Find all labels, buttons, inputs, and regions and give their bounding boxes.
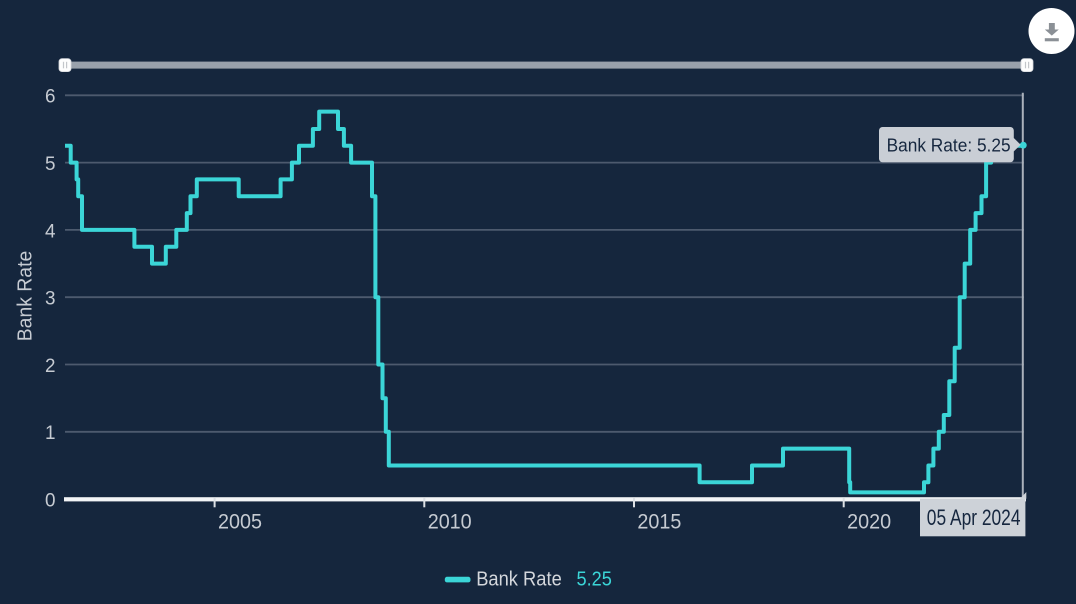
svg-text:0: 0 bbox=[45, 490, 56, 512]
svg-text:3: 3 bbox=[45, 288, 56, 310]
svg-text:2: 2 bbox=[45, 355, 56, 377]
svg-text:Bank Rate: Bank Rate bbox=[476, 567, 562, 590]
svg-text:Bank Rate: Bank Rate bbox=[14, 251, 37, 342]
svg-text:2015: 2015 bbox=[637, 511, 681, 534]
svg-text:6: 6 bbox=[45, 86, 56, 108]
svg-text:4: 4 bbox=[45, 220, 56, 242]
svg-text:1: 1 bbox=[45, 422, 56, 444]
svg-text:5: 5 bbox=[45, 153, 56, 175]
svg-text:5.25: 5.25 bbox=[577, 567, 612, 590]
svg-text:05 Apr 2024: 05 Apr 2024 bbox=[927, 505, 1021, 530]
svg-text:2010: 2010 bbox=[428, 511, 472, 534]
svg-text:2020: 2020 bbox=[847, 511, 891, 534]
svg-text:Bank Rate: 5.25: Bank Rate: 5.25 bbox=[887, 135, 1011, 156]
svg-text:2005: 2005 bbox=[218, 511, 262, 534]
